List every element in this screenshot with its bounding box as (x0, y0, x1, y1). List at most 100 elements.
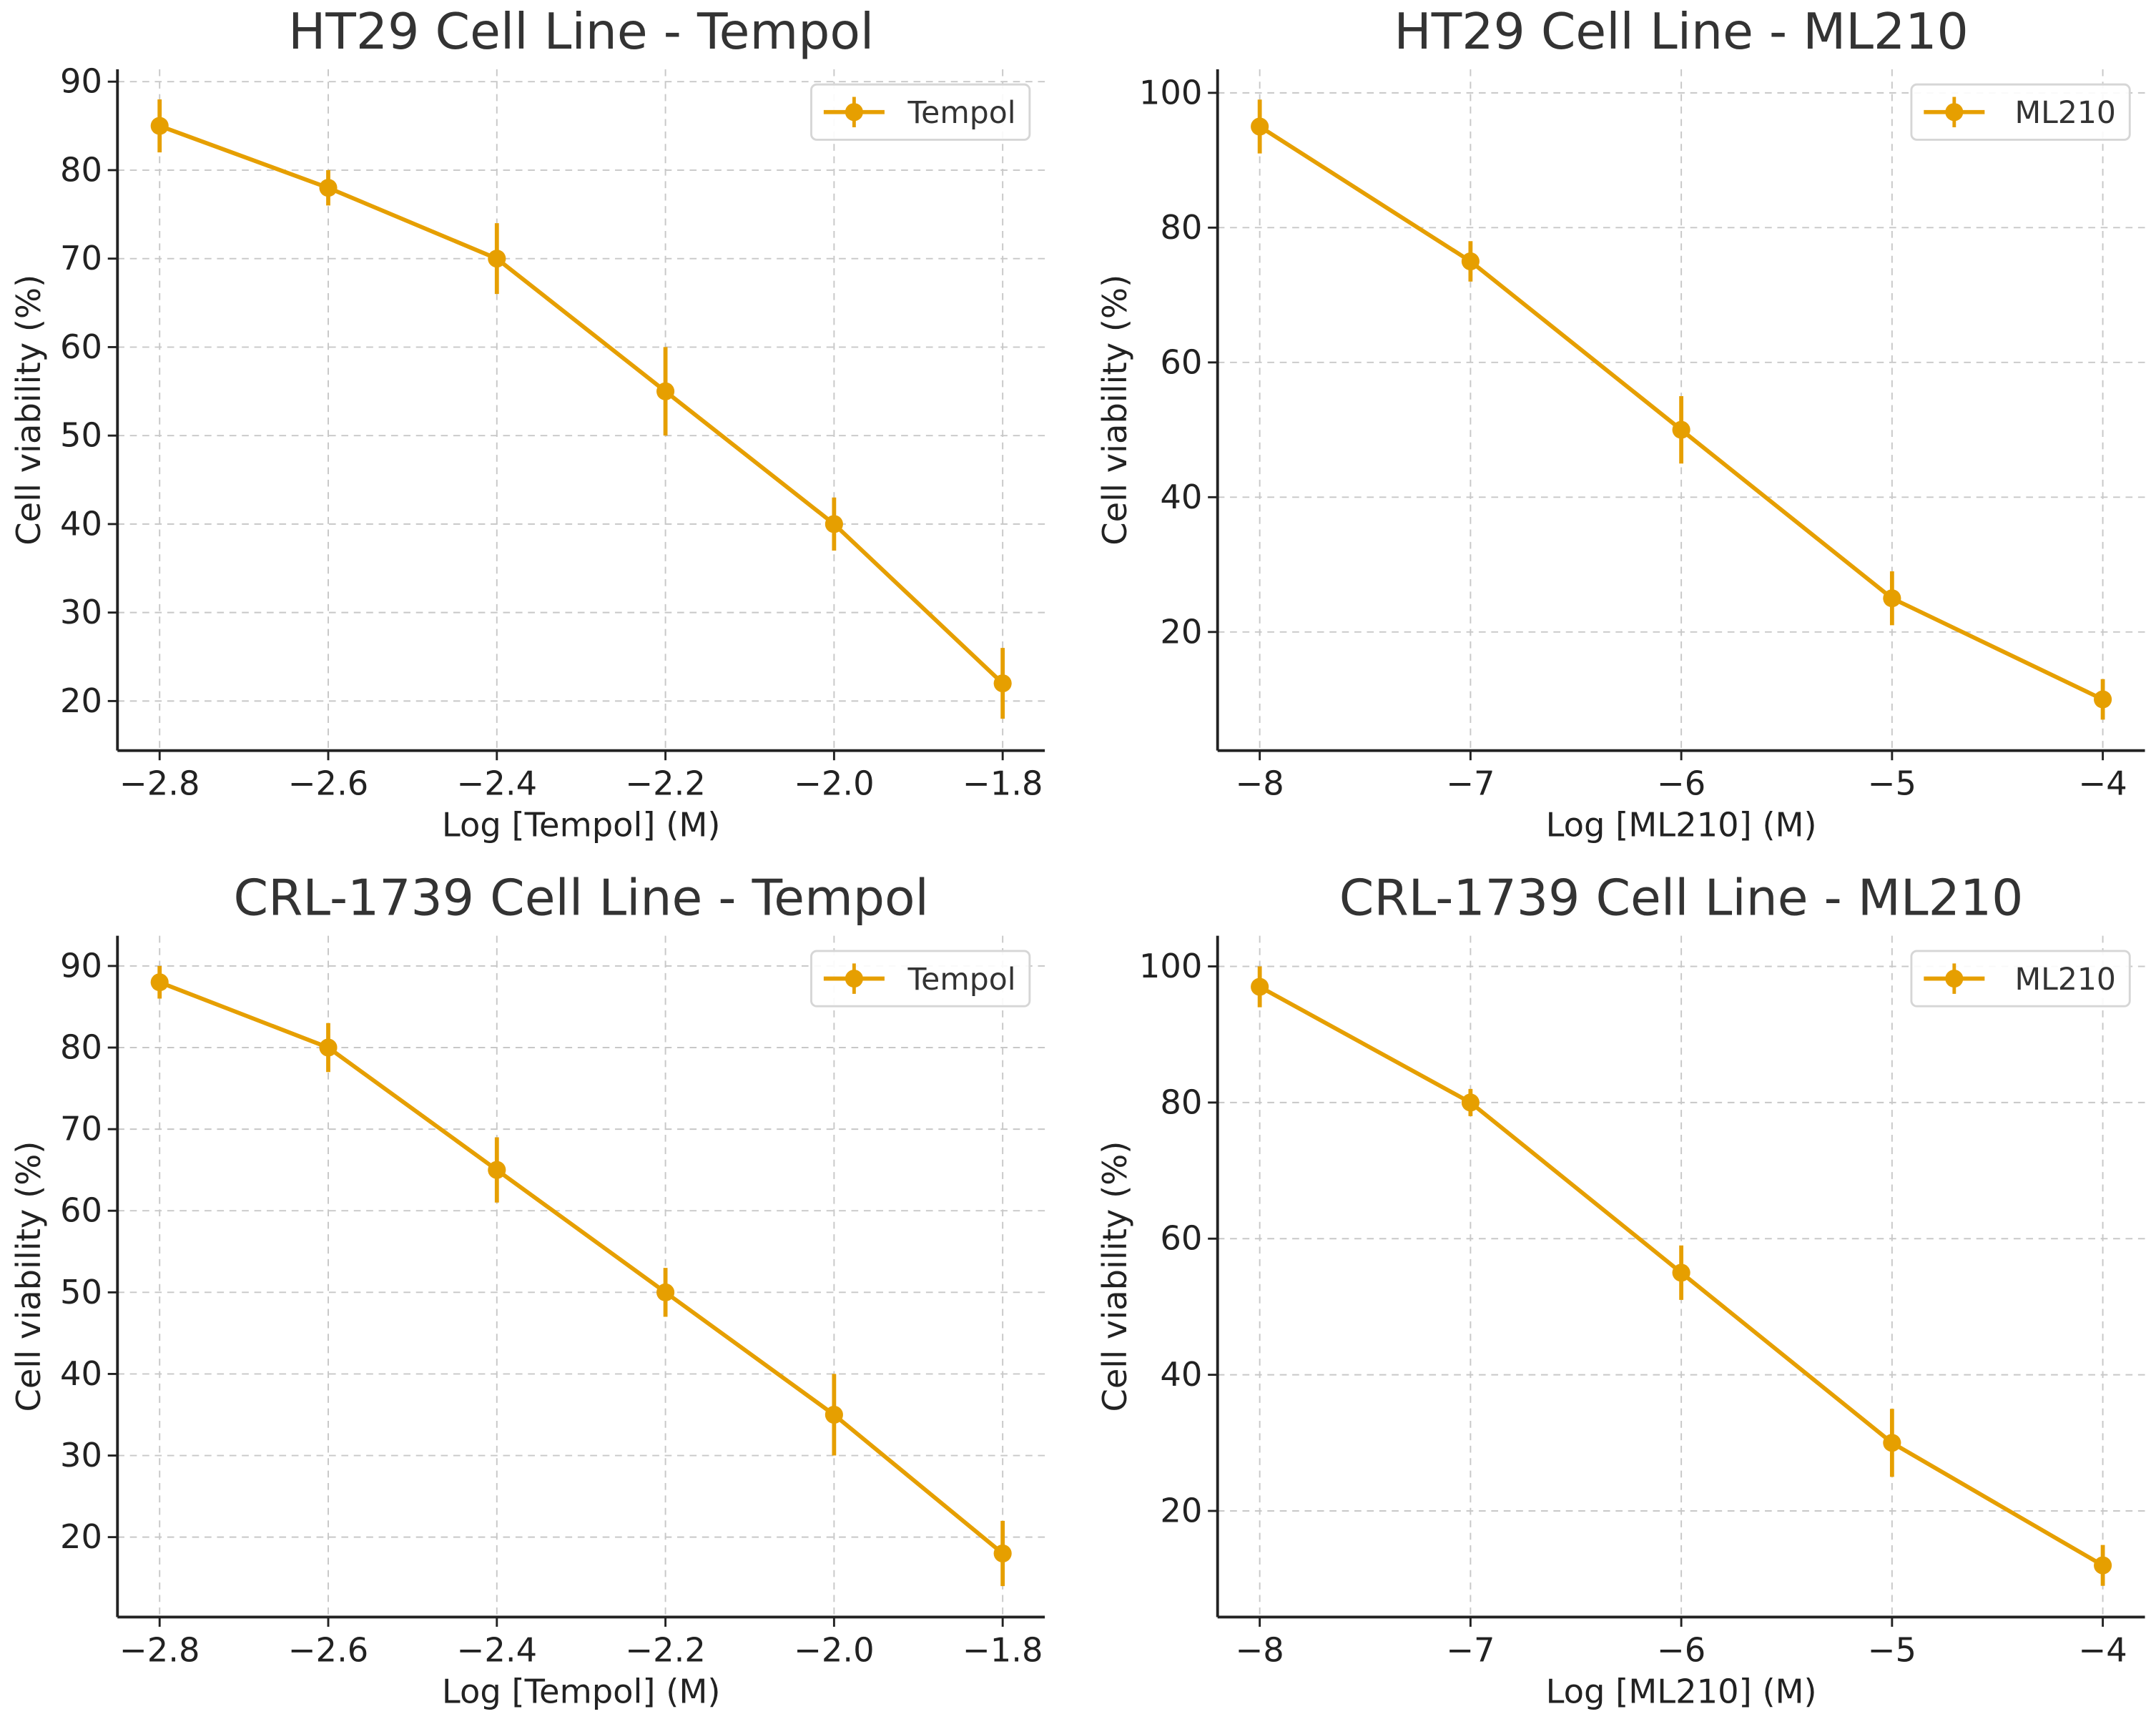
x-tick-label: −5 (1868, 764, 1916, 803)
y-tick-label: 70 (60, 239, 102, 277)
y-tick-label: 60 (1160, 343, 1202, 381)
data-point (1883, 1434, 1901, 1452)
x-axis-label: Log [ML210] (M) (1546, 806, 1817, 844)
chart-title: HT29 Cell Line - Tempol (288, 3, 874, 61)
legend-box (810, 950, 1031, 1008)
series-line (159, 124, 1005, 685)
y-tick-label: 90 (60, 62, 102, 101)
chart-title: CRL-1739 Cell Line - ML210 (1339, 870, 2024, 927)
y-tick-label: 30 (60, 593, 102, 631)
y-tick-label: 20 (60, 681, 102, 720)
data-point (825, 515, 843, 533)
x-tick-label: −6 (1657, 764, 1705, 803)
data-point (319, 179, 338, 197)
data-point (1251, 117, 1269, 136)
data-point (1461, 1093, 1480, 1112)
x-tick-label: −5 (1868, 1630, 1916, 1669)
x-axis-label: Log [Tempol] (M) (442, 806, 721, 844)
y-tick-label: 80 (60, 150, 102, 189)
data-point (319, 1038, 338, 1057)
legend-label: ML210 (2014, 96, 2115, 131)
legend-box (1910, 83, 2131, 141)
data-point (150, 117, 169, 135)
y-tick-label: 30 (60, 1436, 102, 1474)
x-tick-label: −7 (1446, 764, 1495, 803)
data-point (1251, 977, 1269, 996)
chart-title: CRL-1739 Cell Line - Tempol (234, 870, 929, 927)
data-point (1672, 420, 1690, 439)
x-tick-label: −8 (1235, 764, 1284, 803)
legend: ML210 (1910, 83, 2131, 141)
y-tick-label: 40 (60, 504, 102, 543)
x-tick-label: −2.4 (456, 1630, 537, 1669)
data-point (993, 674, 1012, 693)
x-tick-label: −4 (2078, 764, 2127, 803)
x-tick-label: −1.8 (963, 764, 1043, 803)
data-point (1883, 589, 1901, 608)
data-point (656, 382, 675, 400)
x-tick-label: −2.8 (119, 1630, 200, 1669)
y-tick-label: 50 (60, 416, 102, 455)
y-tick-label: 90 (60, 946, 102, 985)
chart-panel-1: −2.8 −2.6 −2.4 −2.2 −2.0 −1.8 20 30 40 50 60 70 80 90… (9, 3, 1045, 844)
data-point (150, 973, 169, 992)
data-point (993, 1544, 1012, 1563)
y-tick-label: 50 (60, 1273, 102, 1311)
legend: Tempol (810, 950, 1031, 1008)
legend-label: ML210 (2014, 962, 2115, 998)
legend-box (810, 83, 1031, 141)
y-axis-label: Cell viability (%) (1096, 1141, 1134, 1412)
series-line (159, 980, 1005, 1555)
chart-panel-4: −8 −7 −6 −5 −4 20 40 60 80 100 CRL-1739 Cell Line … (1096, 870, 2145, 1710)
x-tick-label: −2.0 (794, 764, 875, 803)
x-tick-label: −6 (1657, 1630, 1705, 1669)
legend-label: Tempol (907, 96, 1015, 131)
data-point (1672, 1264, 1690, 1282)
data-point (825, 1405, 843, 1424)
y-tick-label: 20 (1160, 612, 1202, 651)
y-tick-label: 60 (60, 327, 102, 366)
y-tick-label: 80 (1160, 208, 1202, 247)
y-axis-label: Cell viability (%) (9, 275, 48, 546)
legend: Tempol (810, 83, 1031, 141)
x-tick-label: −2.8 (119, 764, 200, 803)
data-point (2094, 690, 2112, 709)
y-tick-label: 40 (60, 1354, 102, 1393)
y-tick-label: 20 (60, 1517, 102, 1556)
data-point (488, 1161, 506, 1179)
x-tick-label: −8 (1235, 1630, 1284, 1669)
data-point (488, 250, 506, 268)
chart-panel-3: −2.8 −2.6 −2.4 −2.2 −2.0 −1.8 20 30 40 50 60 70 80 90… (9, 870, 1045, 1710)
x-tick-label: −4 (2078, 1630, 2127, 1669)
legend-box (1910, 950, 2131, 1008)
legend: ML210 (1910, 950, 2131, 1008)
x-tick-label: −2.6 (288, 764, 369, 803)
y-tick-label: 40 (1160, 478, 1202, 516)
x-tick-label: −2.2 (625, 1630, 706, 1669)
y-tick-label: 100 (1139, 947, 1203, 985)
y-axis-label: Cell viability (%) (1096, 275, 1134, 546)
y-tick-label: 100 (1139, 73, 1203, 112)
y-tick-label: 20 (1160, 1491, 1202, 1530)
x-tick-label: −2.4 (456, 764, 537, 803)
legend-marker-icon (845, 970, 863, 988)
x-axis-label: Log [Tempol] (M) (442, 1672, 721, 1710)
y-tick-label: 80 (60, 1028, 102, 1066)
legend-marker-icon (1945, 970, 1964, 988)
chart-title: HT29 Cell Line - ML210 (1394, 3, 1968, 61)
y-tick-label: 60 (1160, 1219, 1202, 1258)
chart-panel-2: −8 −7 −6 −5 −4 20 40 60 80 100 HT29 Cell Line - ML… (1096, 3, 2145, 844)
x-tick-label: −2.2 (625, 764, 706, 803)
data-point (656, 1283, 675, 1301)
y-axis-label: Cell viability (%) (9, 1141, 48, 1412)
legend-marker-icon (1945, 103, 1964, 122)
data-point (2094, 1556, 2112, 1575)
data-point (1461, 252, 1480, 271)
y-tick-label: 40 (1160, 1355, 1202, 1394)
y-tick-label: 60 (60, 1191, 102, 1230)
y-tick-label: 70 (60, 1110, 102, 1148)
legend-label: Tempol (907, 962, 1015, 998)
legend-marker-icon (845, 103, 863, 122)
y-tick-label: 80 (1160, 1083, 1202, 1121)
